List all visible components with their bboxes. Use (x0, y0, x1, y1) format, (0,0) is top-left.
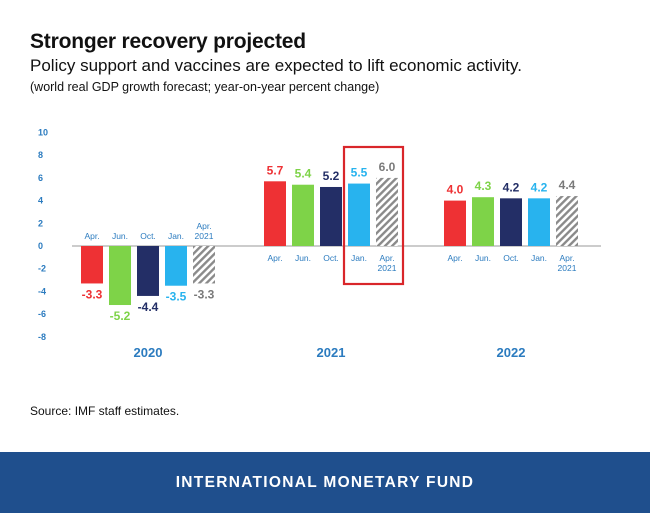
bar (193, 246, 215, 284)
y-tick-label: 0 (38, 241, 43, 251)
series-label: Apr. (267, 253, 282, 263)
y-tick-label: -8 (38, 332, 46, 342)
data-label: -3.3 (194, 287, 215, 301)
bar (528, 198, 550, 246)
data-label: 4.4 (559, 178, 576, 192)
chart-subtitle: Policy support and vaccines are expected… (30, 56, 522, 75)
data-label: 4.0 (447, 183, 464, 197)
data-label: -3.5 (166, 290, 187, 304)
y-tick-label: -2 (38, 264, 46, 274)
series-label: Jan. (351, 253, 367, 263)
series-label: 2021 (378, 263, 397, 273)
bar (444, 200, 466, 246)
bar (472, 197, 494, 246)
series-label: Jun. (295, 253, 311, 263)
bar (109, 246, 131, 306)
series-label: Jun. (112, 231, 128, 241)
chart-units-note: (world real GDP growth forecast; year-on… (30, 80, 380, 94)
data-label: 5.4 (295, 167, 312, 181)
series-label: Apr. (379, 253, 394, 263)
series-label: 2021 (558, 263, 577, 273)
source-note: Source: IMF staff estimates. (30, 404, 180, 418)
y-tick-label: 8 (38, 150, 43, 160)
bar (137, 246, 159, 296)
data-label: 5.7 (267, 163, 284, 177)
y-tick-label: -4 (38, 286, 46, 296)
year-label: 2022 (497, 345, 526, 360)
year-label: 2021 (317, 345, 346, 360)
data-label: -3.3 (82, 287, 103, 301)
bar (500, 198, 522, 246)
bar (556, 196, 578, 246)
highlight-box (342, 145, 405, 286)
bar (264, 181, 286, 246)
chart-title: Stronger recovery projected (30, 30, 306, 53)
series-label: Apr. (447, 253, 462, 263)
series-label: Jun. (475, 253, 491, 263)
series-label: Oct. (503, 253, 519, 263)
y-tick-label: 2 (38, 218, 43, 228)
footer-bar: INTERNATIONAL MONETARY FUND (0, 452, 650, 513)
gdp-forecast-chart: 10 8 6 4 2 0 -2 -4 -6 -8 2020 -3.3 Apr. -5.2 Jun. -4.4 O… (38, 128, 601, 360)
series-label: 2021 (195, 231, 214, 241)
imf-logo-text: INTERNATIONAL MONETARY FUND (175, 473, 475, 491)
y-tick-label: 10 (38, 128, 48, 138)
bar (292, 184, 314, 246)
series-label: Apr. (84, 231, 99, 241)
data-label: -4.4 (138, 300, 159, 314)
series-label: Oct. (140, 231, 156, 241)
data-label: 5.2 (323, 169, 340, 183)
series-label: Apr. (559, 253, 574, 263)
data-label: 4.2 (531, 180, 548, 194)
y-tick-label: 6 (38, 173, 43, 183)
data-label: 4.3 (475, 179, 492, 193)
year-label: 2020 (134, 345, 163, 360)
bar (165, 246, 187, 286)
bar (376, 177, 398, 246)
series-label: Oct. (323, 253, 339, 263)
series-label: Jan. (531, 253, 547, 263)
bar (81, 246, 103, 284)
bar (320, 186, 342, 246)
series-label: Apr. (196, 221, 211, 231)
data-label: 6.0 (379, 160, 396, 174)
series-label: Jan. (168, 231, 184, 241)
y-tick-label: 4 (38, 196, 43, 206)
data-label: -5.2 (110, 309, 131, 323)
bar (348, 183, 370, 246)
data-label: 4.2 (503, 180, 520, 194)
data-label: 5.5 (351, 166, 368, 180)
y-tick-label: -6 (38, 309, 46, 319)
